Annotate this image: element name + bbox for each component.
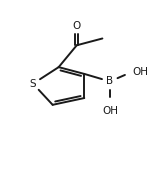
Text: S: S [30,79,36,89]
Text: OH: OH [102,106,118,116]
Text: OH: OH [133,67,148,77]
Text: O: O [73,21,81,31]
Text: B: B [106,76,113,86]
